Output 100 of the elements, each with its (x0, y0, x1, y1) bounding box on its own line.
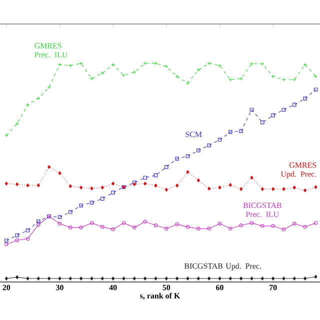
point (132, 276, 136, 280)
point (16, 182, 19, 186)
point (36, 183, 40, 188)
point (239, 129, 243, 134)
point (36, 276, 40, 280)
point (58, 222, 62, 226)
point (228, 130, 232, 134)
point (164, 165, 168, 169)
point (48, 276, 51, 280)
point (100, 225, 104, 229)
point (196, 178, 200, 182)
point (4, 182, 8, 186)
point (292, 186, 296, 190)
point (154, 276, 158, 280)
point (292, 102, 296, 107)
point (47, 86, 51, 90)
point (292, 276, 296, 280)
point (176, 276, 179, 280)
point (164, 226, 168, 231)
point (68, 184, 72, 188)
point (26, 228, 30, 232)
point (36, 219, 40, 224)
point (100, 276, 104, 280)
point (122, 221, 126, 225)
point (48, 165, 51, 169)
point (207, 226, 211, 231)
point (239, 223, 243, 228)
point (58, 62, 62, 66)
point (228, 276, 232, 280)
point (207, 61, 211, 66)
point (186, 154, 190, 158)
point (218, 222, 222, 226)
point (58, 215, 62, 219)
point (68, 64, 72, 68)
point (100, 186, 104, 190)
point (144, 276, 147, 280)
point (208, 186, 211, 191)
point (90, 186, 94, 190)
point (15, 122, 19, 126)
point (58, 171, 62, 176)
point (260, 120, 264, 124)
point (207, 143, 211, 148)
point (239, 76, 243, 81)
point (132, 226, 136, 230)
point (304, 188, 307, 192)
point (154, 223, 158, 228)
point (303, 96, 307, 100)
point (4, 134, 8, 138)
point (36, 222, 40, 227)
point (122, 276, 126, 280)
point (282, 228, 286, 232)
point (186, 170, 190, 174)
point (26, 276, 30, 280)
point (112, 182, 115, 186)
point (175, 156, 179, 161)
point (90, 276, 94, 280)
point (90, 200, 94, 205)
point (79, 226, 83, 230)
point (26, 183, 30, 188)
point (4, 276, 8, 280)
point (15, 238, 19, 242)
point (304, 276, 307, 280)
point (164, 188, 168, 192)
point (314, 274, 318, 279)
point (218, 138, 222, 142)
point (186, 81, 190, 85)
point (164, 276, 168, 280)
point (271, 74, 275, 78)
point (218, 186, 222, 190)
point (260, 187, 264, 191)
point (272, 187, 275, 191)
point (111, 62, 115, 67)
point (90, 221, 94, 225)
point (196, 226, 200, 231)
point (176, 184, 179, 188)
point (68, 226, 72, 230)
point (282, 187, 286, 191)
point (154, 173, 158, 178)
point (186, 276, 190, 280)
point (16, 275, 19, 280)
point (303, 225, 307, 229)
point (240, 187, 243, 191)
point (260, 224, 264, 228)
point (111, 227, 115, 232)
point (15, 233, 19, 238)
point (250, 221, 254, 225)
point (228, 183, 232, 187)
point (292, 222, 296, 226)
point (144, 182, 147, 186)
point (250, 176, 254, 180)
point (208, 276, 211, 280)
point (143, 61, 147, 66)
point (314, 74, 318, 78)
point (196, 148, 200, 152)
point (314, 88, 318, 92)
point (218, 276, 222, 280)
point (4, 238, 8, 242)
point (282, 108, 286, 112)
point (175, 222, 179, 226)
point (186, 225, 190, 229)
